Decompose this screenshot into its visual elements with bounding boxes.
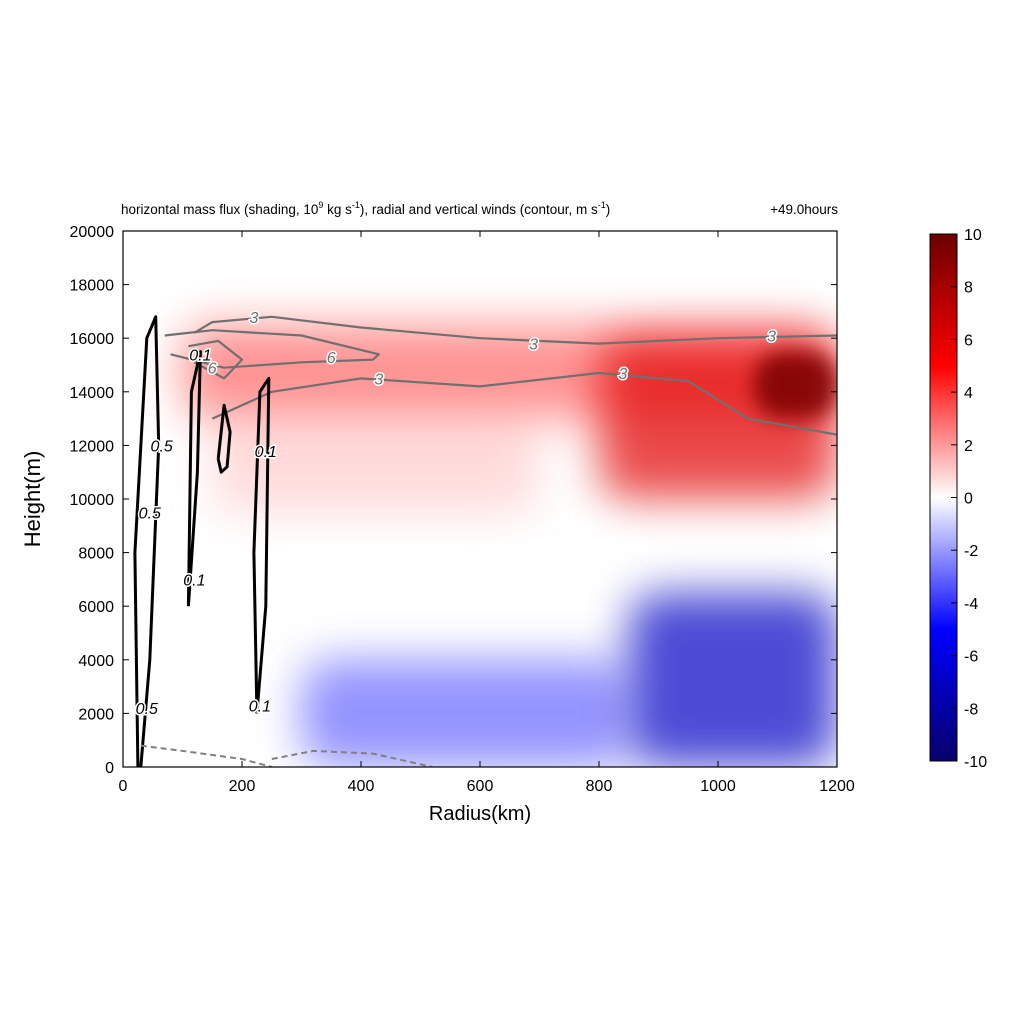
- contour-label: 0.1: [183, 572, 205, 589]
- colorbar-tick-label: 0: [964, 491, 973, 508]
- title-part: ), radial and vertical winds (contour, m…: [360, 202, 598, 217]
- x-tick-label: 600: [467, 778, 494, 795]
- x-tick-label: 800: [586, 778, 613, 795]
- contour-label: 6: [327, 350, 336, 367]
- contour-label: 3: [249, 310, 258, 327]
- y-tick-label: 14000: [70, 385, 115, 402]
- colorbar-tick-label: -6: [964, 649, 978, 666]
- title-superscript: -1: [352, 200, 360, 210]
- x-axis-label: Radius(km): [429, 803, 531, 825]
- contour-label: 3: [374, 371, 383, 388]
- title-superscript: 9: [318, 200, 323, 210]
- colorbar-tick-label: -10: [964, 754, 987, 771]
- chart-title: horizontal mass flux (shading, 109 kg s-…: [121, 200, 610, 217]
- vertical-wind-contour: [252, 376, 271, 714]
- shading-region: [212, 418, 540, 513]
- y-tick-label: 18000: [70, 278, 115, 295]
- colorbar-tick-label: 10: [964, 227, 982, 244]
- contour-label: 3: [618, 366, 627, 383]
- contour-label: 3: [767, 329, 776, 346]
- time-label: +49.0hours: [770, 202, 838, 217]
- colorbar-tick-label: -8: [964, 701, 978, 718]
- shading-region: [753, 351, 837, 419]
- y-tick-label: 0: [105, 760, 114, 777]
- colorbar-tick-label: -2: [964, 543, 978, 560]
- y-tick-label: 16000: [70, 331, 115, 348]
- contour-label: 6: [208, 361, 217, 378]
- x-tick-label: 400: [348, 778, 375, 795]
- radial-wind-contour: [164, 329, 380, 369]
- shading-layer: [182, 324, 837, 767]
- y-tick-label: 8000: [78, 546, 114, 563]
- x-tick-label: 1000: [700, 778, 736, 795]
- colorbar-ticks: -10 -8 -6 -4 -2 0 2 4 6 8 10: [951, 227, 987, 771]
- negative-wind-contour: [271, 749, 433, 767]
- colorbar-tick-label: 6: [964, 332, 973, 349]
- vertical-wind-contour: [186, 350, 202, 607]
- contour-label: 0.5: [139, 505, 161, 522]
- title-superscript: -1: [598, 200, 606, 210]
- shading-region: [628, 592, 837, 767]
- radial-wind-contour: [193, 315, 837, 345]
- y-tick-label: 12000: [70, 438, 115, 455]
- contour-label: 0.1: [249, 698, 271, 715]
- x-tick-label: 1200: [819, 778, 855, 795]
- vertical-wind-contour: [216, 403, 232, 474]
- colorbar-tick-label: 8: [964, 280, 973, 297]
- contour-label: 0.1: [189, 347, 211, 364]
- x-tick-label: 200: [229, 778, 256, 795]
- title-part: horizontal mass flux (shading, 10: [121, 202, 318, 217]
- title-part: ): [606, 202, 611, 217]
- title-part: kg s: [323, 202, 352, 217]
- y-tick-label: 4000: [78, 653, 114, 670]
- colorbar-tick-label: -4: [964, 596, 978, 613]
- contour-label: 0.1: [255, 444, 277, 461]
- y-axis-label: Height(m): [20, 451, 45, 548]
- shading-region: [301, 659, 629, 767]
- radial-wind-contour: [188, 339, 244, 380]
- x-tick-label: 0: [119, 778, 128, 795]
- y-tick-label: 20000: [70, 224, 115, 241]
- y-tick-label: 6000: [78, 599, 114, 616]
- colorbar-tick-label: 2: [964, 438, 973, 455]
- contour-label: 0.5: [136, 701, 158, 718]
- vertical-wind-contour: [133, 315, 161, 767]
- contour-label: 0.5: [151, 438, 173, 455]
- colorbar-tick-label: 4: [964, 385, 973, 402]
- y-tick-label: 2000: [78, 706, 114, 723]
- radial-wind-contour: [211, 371, 837, 436]
- negative-wind-contour: [140, 744, 273, 767]
- contour-label: 3: [529, 337, 538, 354]
- y-tick-label: 10000: [70, 492, 115, 509]
- axes-layer: 0 200 400 600 800 1000 12000200040006000800010…: [70, 224, 855, 795]
